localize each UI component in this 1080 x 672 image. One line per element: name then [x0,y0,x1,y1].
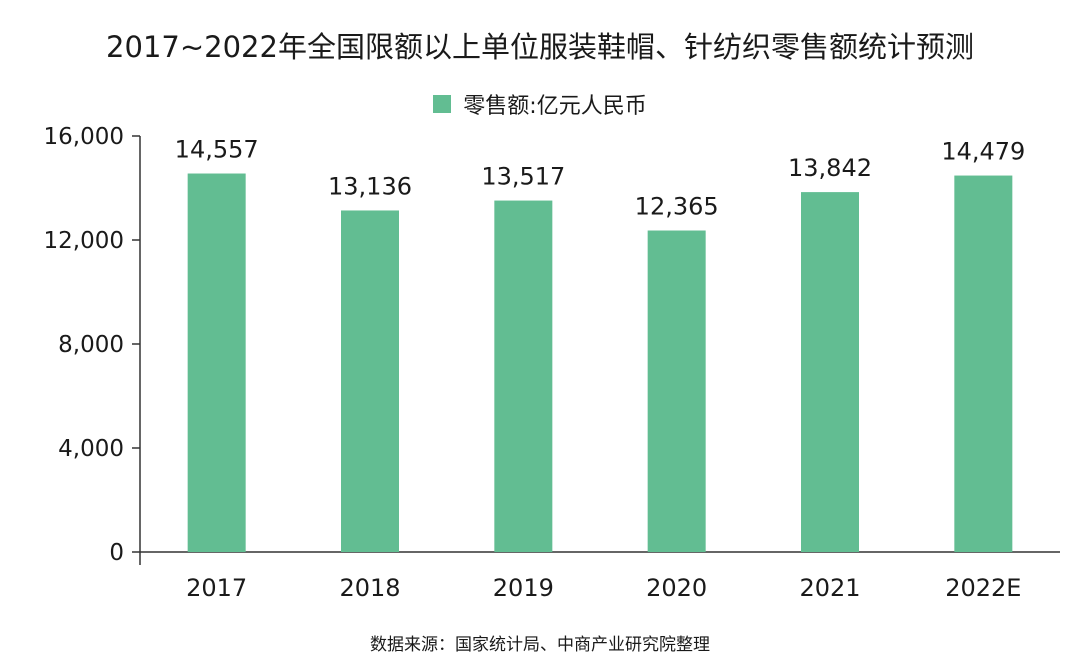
y-axis-ticks: 0 4,000 8,000 12,000 16,000 [44,124,140,566]
y-tick-label: 16,000 [44,124,124,150]
bar-2020 [647,230,706,552]
bar-2021 [801,192,859,552]
data-label-2021: 13,842 [788,154,872,182]
x-category-label: 2020 [646,574,707,602]
x-category-label: 2021 [799,574,860,602]
x-category-label: 2022E [945,574,1021,602]
data-label-2018: 13,136 [328,172,412,200]
data-label-2019: 13,517 [481,163,565,191]
data-label-2017: 14,557 [175,136,259,164]
y-tick-label: 8,000 [58,332,124,358]
chart-title: 2017~2022年全国限额以上单位服装鞋帽、针纺织零售额统计预测 [106,30,974,64]
source-note: 数据来源：国家统计局、中商产业研究院整理 [370,635,710,655]
legend-swatch [433,95,452,113]
data-label-2022E: 14,479 [941,138,1025,166]
bar-2018 [341,210,399,553]
y-tick-label: 0 [109,540,124,566]
y-tick-label: 12,000 [44,228,124,254]
data-labels-group: 14,557 13,136 13,517 12,365 13,842 14,479 [175,136,1026,221]
legend-label: 零售额:亿元人民币 [463,94,647,119]
bar-2019 [494,200,553,553]
y-tick-label: 4,000 [58,436,124,462]
x-category-label: 2017 [186,574,247,602]
bars-group [187,173,1013,553]
bar-2017 [187,173,246,552]
category-labels-group: 2017 2018 2019 2020 2021 2022E [186,574,1021,602]
bar-2022E [954,175,1013,552]
x-category-label: 2019 [493,574,554,602]
legend: 零售额:亿元人民币 [0,88,1080,120]
data-label-2020: 12,365 [635,193,719,221]
x-category-label: 2018 [339,574,400,602]
